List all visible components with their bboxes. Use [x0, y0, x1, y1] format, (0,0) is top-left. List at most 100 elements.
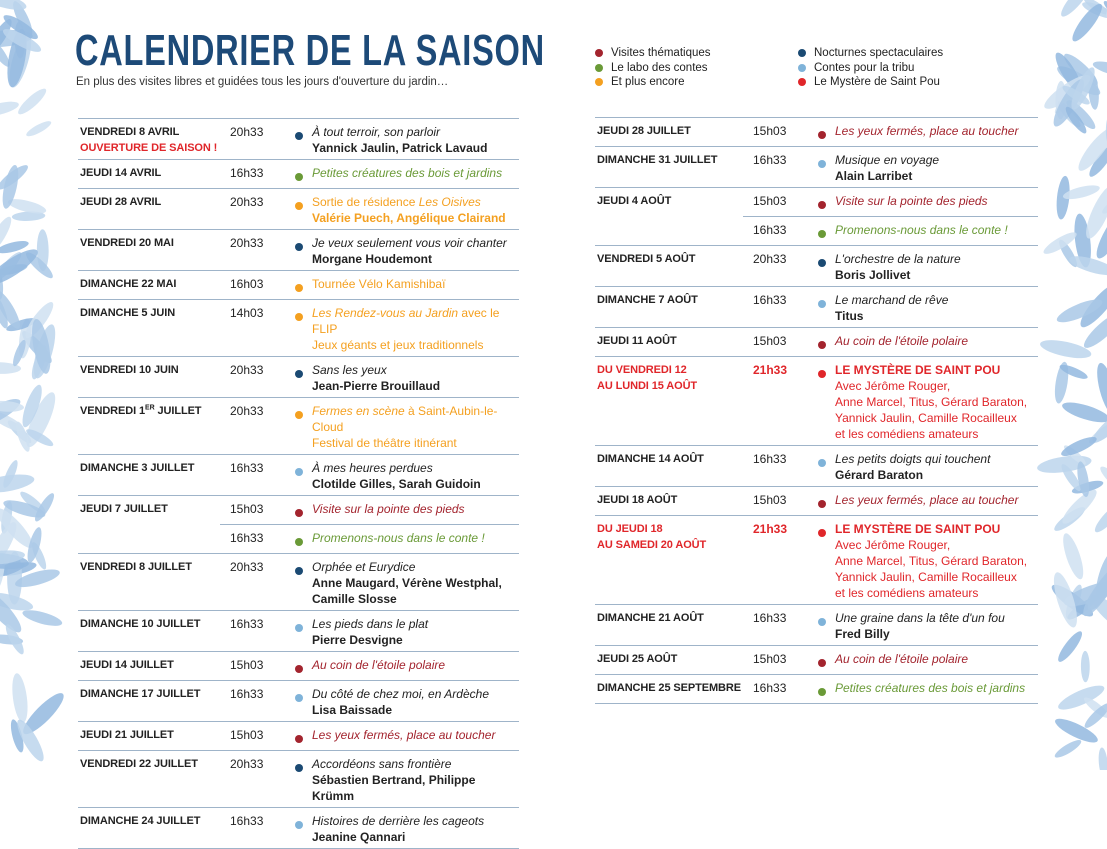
leaf-shape [1037, 455, 1092, 473]
category-dot-icon [295, 821, 303, 829]
category-dot-icon [818, 500, 826, 508]
category-dot-icon [818, 341, 826, 349]
calendar-row: DU VENDREDI 12 AU LUNDI 15 AOÛT 21h33 LE MY… [595, 356, 1038, 445]
date-text: VENDREDI 1 [80, 405, 146, 417]
calendar-row: JEUDI 11 AOÛT 15h03 Au coin de l'étoile po… [595, 327, 1038, 356]
category-dot-icon [818, 333, 835, 353]
leaf-shape [6, 318, 37, 332]
event-time: 15h03 [753, 493, 787, 507]
event-performers: Sébastien Bertrand, Philippe Krümm [312, 773, 476, 803]
date-text: VENDREDI 20 MAI [80, 237, 174, 249]
event-title-part: LE MYSTÈRE DE SAINT POU [835, 363, 1001, 377]
event-date: DIMANCHE 25 SEPTEMBRE [595, 675, 743, 703]
event-entry: 16h33 Les petits doigts qui touchent Gérar… [743, 446, 1038, 486]
event-details: Avec Jérôme Rouger, [835, 379, 951, 393]
event-entry: 15h03 Les yeux fermés, place au toucher [220, 722, 519, 750]
leaf-shape [1064, 53, 1098, 86]
leaf-shape [1067, 598, 1095, 620]
event-entry: 15h03 Les yeux fermés, place au toucher [743, 487, 1038, 515]
event-text: Accordéons sans frontière Sébastien Bertr… [312, 756, 519, 804]
category-dot-icon [818, 160, 826, 168]
date-text: DIMANCHE 3 JUILLET [80, 462, 195, 474]
event-title: Le marchand de rêve [835, 292, 1038, 308]
event-text: Une graine dans la tête d'un fou Fred Bil… [835, 610, 1038, 642]
leaf-shape [0, 249, 38, 285]
leaf-shape [0, 550, 25, 565]
legend-label: Le labo des contes [611, 61, 708, 74]
category-dot-icon [295, 501, 312, 521]
category-dot-icon [818, 459, 826, 467]
leaf-shape [1074, 213, 1091, 268]
category-dot-icon [295, 284, 303, 292]
leaf-shape [1056, 175, 1070, 220]
event-entries: 16h33 Les pieds dans le plat Pierre Desvig… [220, 611, 519, 651]
calendar-row: JEUDI 28 AVRIL 20h33 Sortie de résidence L… [78, 188, 519, 229]
leaf-shape [1102, 193, 1107, 214]
calendar-row: VENDREDI 5 AOÛT 20h33 L'orchestre de la na… [595, 245, 1038, 286]
leaf-shape [1054, 361, 1069, 404]
leaf-shape [0, 552, 29, 570]
calendar-row: VENDREDI 8 JUILLET 20h33 Orphée et Eurydic… [78, 553, 519, 610]
category-dot-icon [818, 300, 826, 308]
leaf-shape [1083, 572, 1107, 617]
leaf-shape [1096, 209, 1107, 259]
event-performers: Morgane Houdemont [312, 252, 432, 266]
category-dot-icon [295, 460, 312, 492]
leaf-shape [1059, 364, 1088, 379]
leaf-shape [0, 474, 35, 493]
event-time: 20h33 [230, 757, 264, 771]
event-entry: 15h03 Visite sur la pointe des pieds [743, 188, 1038, 216]
leaf-shape [1058, 685, 1105, 710]
event-text: Du côté de chez moi, en Ardèche Lisa Bais… [312, 686, 519, 718]
legend-item-tribu: Contes pour la tribu [798, 61, 998, 76]
category-dot-icon [295, 616, 312, 648]
legend-label: Le Mystère de Saint Pou [814, 76, 940, 88]
event-title: Musique en voyage [835, 152, 1038, 168]
leaf-shape [23, 693, 64, 735]
leaf-shape [1062, 85, 1090, 105]
date-line: DIMANCHE 3 JUILLET [80, 460, 220, 476]
leaf-shape [1083, 0, 1107, 15]
event-title-part: Une graine dans la tête d'un fou [835, 611, 1005, 625]
leaf-shape [1092, 61, 1107, 77]
event-title: Visite sur la pointe des pieds [835, 193, 1038, 209]
leaf-shape [15, 569, 60, 588]
legend-dot-icon [595, 63, 603, 72]
event-text: Promenons-nous dans le conte ! [312, 530, 519, 550]
event-title: Les pieds dans le plat [312, 616, 519, 632]
event-details: Festival de théâtre itinérant [312, 436, 457, 450]
leaf-shape [1080, 650, 1090, 683]
category-dot-icon [295, 735, 303, 743]
event-text: LE MYSTÈRE DE SAINT POU Avec Jérôme Rouge… [835, 362, 1038, 442]
event-text: Tournée Vélo Kamishibaï [312, 276, 519, 296]
leaf-shape [5, 624, 24, 655]
event-entries: 16h33 Le marchand de rêve Titus [743, 287, 1038, 327]
leaf-shape [0, 216, 12, 254]
category-dot-icon [818, 222, 835, 242]
leaf-shape [20, 491, 46, 514]
leaf-shape [1063, 445, 1086, 465]
event-entry: 21h33 LE MYSTÈRE DE SAINT POU Avec Jérôme … [743, 516, 1038, 604]
event-title: Orphée et Eurydice [312, 559, 519, 575]
date-line: OUVERTURE DE SAISON ! [80, 140, 220, 156]
event-text: Musique en voyage Alain Larribet [835, 152, 1038, 184]
legend: Visites thématiques Nocturnes spectaculai… [595, 46, 998, 90]
leaf-shape [0, 264, 28, 275]
category-dot-icon [295, 276, 312, 296]
event-text: Petites créatures des bois et jardins [835, 680, 1038, 700]
event-title-part: Le marchand de rêve [835, 293, 949, 307]
event-entries: 20h33 À tout terroir, son parloir Yannick … [220, 119, 519, 159]
leaf-shape [11, 211, 46, 221]
event-performers: Yannick Jaulin, Patrick Lavaud [312, 141, 488, 155]
event-title-part: Visite sur la pointe des pieds [835, 194, 988, 208]
leaf-shape [1071, 480, 1104, 494]
date-text: JEUDI 28 JUILLET [597, 125, 691, 137]
date-sup: ER [145, 404, 155, 412]
event-details: Avec Jérôme Rouger, [835, 538, 951, 552]
event-date: VENDREDI 5 AOÛT [595, 246, 743, 286]
calendar-row: DIMANCHE 31 JUILLET 16h33 Musique en voyag… [595, 146, 1038, 187]
event-date: DIMANCHE 7 AOÛT [595, 287, 743, 327]
date-text: JEUDI 28 AVRIL [80, 196, 162, 208]
leaf-shape [1059, 239, 1078, 268]
event-time: 14h03 [230, 306, 264, 320]
